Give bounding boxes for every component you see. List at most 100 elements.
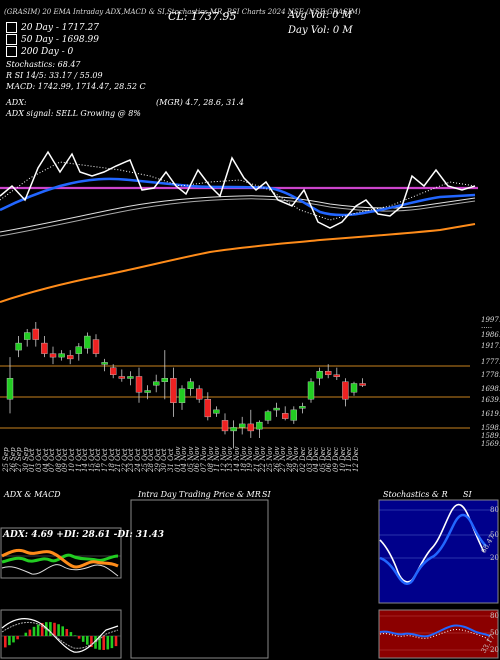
- macd-bar: [69, 632, 73, 636]
- candle-body: [84, 335, 91, 349]
- candle-body: [325, 370, 332, 375]
- price-axis-label: 1639.42: [481, 396, 500, 404]
- macd-bar: [45, 622, 48, 636]
- legend-ema50: 50 Day - 1698.99: [6, 34, 99, 45]
- price-axis-label: 1986.97: [481, 331, 500, 339]
- candle-body: [109, 367, 117, 375]
- price-axis-label: 1619.93: [481, 410, 500, 418]
- macd-bar: [90, 636, 93, 648]
- macd-bar: [53, 622, 56, 636]
- candle-body: [195, 388, 203, 400]
- macd-bar: [32, 626, 36, 636]
- macd-bar: [81, 636, 85, 642]
- candle-body: [161, 378, 169, 382]
- stoch-panel-title: Stochastics & R: [383, 490, 448, 499]
- candle-body: [359, 383, 366, 386]
- macd-bar: [12, 636, 15, 643]
- candle-body: [350, 383, 358, 393]
- candle-body: [290, 409, 297, 421]
- legend-ema200-text: 200 Day - 0: [21, 46, 74, 57]
- rsi-white-line: [379, 629, 491, 641]
- candlestick-group: [6, 322, 366, 449]
- adx-mgr: (MGR) 4.7, 28.6, 31.4: [156, 98, 244, 107]
- candle-body: [118, 376, 126, 379]
- stoch-tick-20: 20: [490, 554, 499, 562]
- macd-bar: [110, 636, 114, 649]
- macd-panel-frame: [0, 609, 122, 659]
- stoch-tick-80: 80: [490, 506, 499, 514]
- rsi-blue-line: [379, 624, 491, 638]
- adx-label: ADX:: [6, 98, 27, 107]
- macd-bar: [28, 629, 32, 636]
- price-axis-label: 1917.46: [481, 342, 500, 350]
- candle-body: [58, 353, 65, 358]
- candle-body: [213, 409, 220, 414]
- adx-white-line: [1, 564, 119, 577]
- macd-bar: [77, 636, 81, 639]
- price-axis-label: 1569.89: [481, 440, 500, 448]
- ema20-dotted-line: [0, 161, 476, 221]
- ema50-line: [0, 177, 476, 217]
- candle-body: [92, 339, 100, 354]
- candle-body: [24, 332, 31, 340]
- adx-panel-title: ADX & MACD: [4, 490, 61, 499]
- mr-panel-frame: [130, 499, 269, 659]
- candle-body: [178, 388, 186, 404]
- candle-body: [316, 370, 323, 379]
- macd-bar: [40, 623, 44, 636]
- stoch-readout: Stochastics: 68.47: [6, 60, 81, 69]
- candle-body: [282, 413, 289, 419]
- legend-swatch: [6, 22, 17, 33]
- rsi-readout: R SI 14/5: 33.17 / 55.09: [6, 71, 103, 80]
- candle-body: [307, 381, 315, 400]
- candle-body: [41, 342, 48, 354]
- stoch-tick-50: 50: [490, 531, 499, 539]
- stoch-slow-line: [379, 513, 487, 585]
- rsi-tick-80: 80: [490, 612, 499, 620]
- candle-body: [32, 328, 39, 340]
- macd-bar: [4, 636, 7, 648]
- stoch-panel-si: SI: [463, 490, 472, 499]
- macd-bar: [114, 636, 118, 647]
- legend-ema20-text: 20 Day - 1717.27: [21, 22, 99, 33]
- price-axis-label: 1698.93: [481, 385, 500, 393]
- adx-panel-values: ADX: 4.69 +DI: 28.61 -DI: 31.43: [3, 530, 164, 540]
- macd-bar: [16, 636, 19, 640]
- price-axis-label: 1997.5: [481, 316, 500, 324]
- mr-panel-title: Intra Day Trading Price & MR: [138, 490, 261, 499]
- macd-bar: [65, 629, 69, 636]
- macd-bar: [106, 636, 110, 650]
- macd-signal-line: [1, 621, 119, 649]
- adx-orange-line: [1, 548, 119, 569]
- ema200-line: [0, 223, 476, 303]
- adx-signal: ADX signal: SELL Growing @ 8%: [6, 109, 141, 118]
- macd-bar: [86, 636, 89, 645]
- candle-body: [273, 407, 280, 411]
- candle-body: [342, 381, 349, 400]
- candle-body: [187, 381, 194, 389]
- candle-body: [144, 390, 151, 393]
- price-axis-label: 1778.44: [481, 371, 500, 379]
- day-volume: Day Vol: 0 M: [288, 25, 353, 36]
- legend-ema200: 200 Day - 0: [6, 46, 73, 57]
- candle-body: [135, 376, 143, 393]
- candle-body: [75, 346, 83, 354]
- price-panel: [0, 150, 478, 303]
- legend-ema50-text: 50 Day - 1698.99: [21, 34, 99, 45]
- candle-body: [230, 427, 237, 432]
- date-axis-label: 12 Dec: [351, 447, 360, 472]
- candle-body: [170, 378, 177, 404]
- candle-body: [49, 353, 57, 358]
- price-line: [0, 150, 476, 229]
- macd-bar: [36, 624, 40, 636]
- candle-body: [247, 423, 255, 432]
- adx-panel-frame: [0, 527, 122, 579]
- close-price: CL: 1737.95: [168, 10, 237, 23]
- price-axis-label: 1777.58: [481, 358, 500, 366]
- macd-bar: [98, 636, 101, 650]
- candle-body: [256, 421, 263, 430]
- macd-bar: [94, 636, 97, 649]
- macd-bar: [8, 636, 11, 646]
- candle-body: [6, 378, 14, 400]
- candle-body: [264, 411, 272, 421]
